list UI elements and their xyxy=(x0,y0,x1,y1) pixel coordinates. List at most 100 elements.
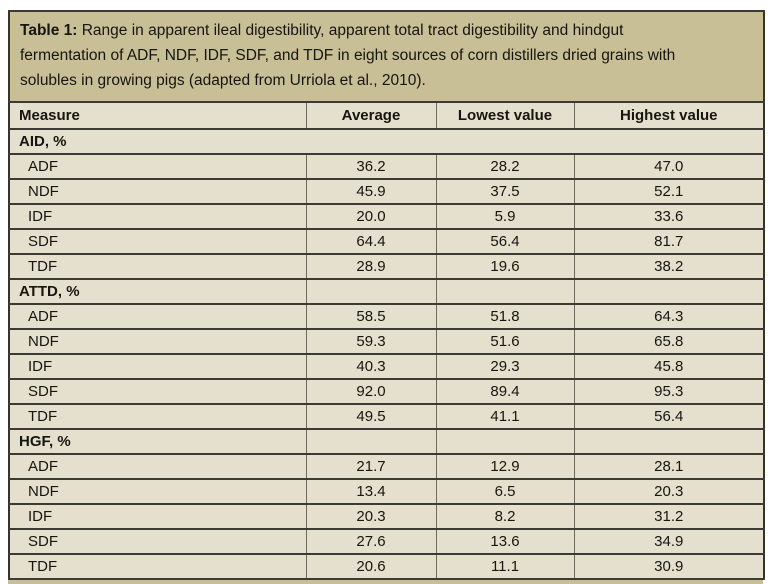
highest-cell: 30.9 xyxy=(573,553,765,580)
measure-cell: SDF xyxy=(8,228,307,255)
section-header-row-hgf: HGF, % xyxy=(8,428,765,455)
lowest-cell: 89.4 xyxy=(435,378,575,405)
measure-cell: ADF xyxy=(8,303,307,330)
column-header-measure: Measure xyxy=(8,101,307,130)
highest-cell: 34.9 xyxy=(573,528,765,555)
caption-line-3: solubles in growing pigs (adapted from U… xyxy=(20,72,426,89)
digestibility-table: Table 1: Range in apparent ileal digesti… xyxy=(8,10,766,580)
average-cell: 20.6 xyxy=(305,553,437,580)
highest-cell: 28.1 xyxy=(573,453,765,480)
lowest-cell: 51.8 xyxy=(435,303,575,330)
average-cell: 40.3 xyxy=(305,353,437,380)
highest-cell: 56.4 xyxy=(573,403,765,430)
lowest-cell: 6.5 xyxy=(435,478,575,505)
lowest-cell: 28.2 xyxy=(435,153,575,180)
caption-row: Table 1: Range in apparent ileal digesti… xyxy=(8,10,765,103)
empty-cell xyxy=(573,428,765,455)
lowest-cell: 13.6 xyxy=(435,528,575,555)
section-header-aid: AID, % xyxy=(8,128,765,155)
average-cell: 20.3 xyxy=(305,503,437,530)
section-header-row-attd: ATTD, % xyxy=(8,278,765,305)
measure-cell: NDF xyxy=(8,478,307,505)
measure-cell: ADF xyxy=(8,453,307,480)
highest-cell: 65.8 xyxy=(573,328,765,355)
average-cell: 92.0 xyxy=(305,378,437,405)
column-header-highest: Highest value xyxy=(573,101,765,130)
average-cell: 27.6 xyxy=(305,528,437,555)
average-cell: 59.3 xyxy=(305,328,437,355)
average-cell: 49.5 xyxy=(305,403,437,430)
highest-cell: 38.2 xyxy=(573,253,765,280)
lowest-cell: 51.6 xyxy=(435,328,575,355)
highest-cell: 33.6 xyxy=(573,203,765,230)
empty-cell xyxy=(305,428,437,455)
lowest-cell: 29.3 xyxy=(435,353,575,380)
measure-cell: IDF xyxy=(8,503,307,530)
average-cell: 45.9 xyxy=(305,178,437,205)
column-header-lowest: Lowest value xyxy=(435,101,575,130)
lowest-cell: 5.9 xyxy=(435,203,575,230)
lowest-cell: 56.4 xyxy=(435,228,575,255)
section-header-row-aid: AID, % xyxy=(8,128,765,155)
measure-cell: TDF xyxy=(8,403,307,430)
highest-cell: 47.0 xyxy=(573,153,765,180)
measure-cell: TDF xyxy=(8,253,307,280)
lowest-cell: 12.9 xyxy=(435,453,575,480)
highest-cell: 81.7 xyxy=(573,228,765,255)
empty-cell xyxy=(305,278,437,305)
section-header-attd: ATTD, % xyxy=(8,278,307,305)
measure-cell: SDF xyxy=(8,378,307,405)
highest-cell: 31.2 xyxy=(573,503,765,530)
table-row: TDF 20.6 11.1 30.9 xyxy=(8,553,765,580)
table-row: NDF 59.3 51.6 65.8 xyxy=(8,328,765,355)
table-row: SDF 64.4 56.4 81.7 xyxy=(8,228,765,255)
highest-cell: 95.3 xyxy=(573,378,765,405)
average-cell: 58.5 xyxy=(305,303,437,330)
table-row: TDF 28.9 19.6 38.2 xyxy=(8,253,765,280)
measure-cell: NDF xyxy=(8,178,307,205)
table-caption: Table 1: Range in apparent ileal digesti… xyxy=(8,10,765,103)
table-row: SDF 27.6 13.6 34.9 xyxy=(8,528,765,555)
table-container: Table 1: Range in apparent ileal digesti… xyxy=(8,10,766,584)
lowest-cell: 19.6 xyxy=(435,253,575,280)
average-cell: 20.0 xyxy=(305,203,437,230)
average-cell: 36.2 xyxy=(305,153,437,180)
measure-cell: IDF xyxy=(8,203,307,230)
table-row: ADF 21.7 12.9 28.1 xyxy=(8,453,765,480)
table-row: ADF 36.2 28.2 47.0 xyxy=(8,153,765,180)
table-row: SDF 92.0 89.4 95.3 xyxy=(8,378,765,405)
measure-cell: ADF xyxy=(8,153,307,180)
empty-cell xyxy=(435,428,575,455)
average-cell: 64.4 xyxy=(305,228,437,255)
table-row: NDF 45.9 37.5 52.1 xyxy=(8,178,765,205)
bottom-accent-strip xyxy=(8,580,763,584)
table-row: IDF 20.0 5.9 33.6 xyxy=(8,203,765,230)
highest-cell: 20.3 xyxy=(573,478,765,505)
table-row: TDF 49.5 41.1 56.4 xyxy=(8,403,765,430)
caption-text-1: Range in apparent ileal digestibility, a… xyxy=(77,22,624,39)
highest-cell: 45.8 xyxy=(573,353,765,380)
lowest-cell: 11.1 xyxy=(435,553,575,580)
average-cell: 13.4 xyxy=(305,478,437,505)
lowest-cell: 41.1 xyxy=(435,403,575,430)
header-row: Measure Average Lowest value Highest val… xyxy=(8,101,765,130)
caption-line-2: fermentation of ADF, NDF, IDF, SDF, and … xyxy=(20,47,676,64)
average-cell: 21.7 xyxy=(305,453,437,480)
column-header-average: Average xyxy=(305,101,437,130)
caption-label: Table 1: xyxy=(20,22,78,39)
caption-line-1: Table 1: Range in apparent ileal digesti… xyxy=(20,18,753,43)
section-header-hgf: HGF, % xyxy=(8,428,307,455)
table-row: ADF 58.5 51.8 64.3 xyxy=(8,303,765,330)
measure-cell: IDF xyxy=(8,353,307,380)
empty-cell xyxy=(435,278,575,305)
highest-cell: 52.1 xyxy=(573,178,765,205)
table-row: NDF 13.4 6.5 20.3 xyxy=(8,478,765,505)
average-cell: 28.9 xyxy=(305,253,437,280)
empty-cell xyxy=(573,278,765,305)
highest-cell: 64.3 xyxy=(573,303,765,330)
table-row: IDF 40.3 29.3 45.8 xyxy=(8,353,765,380)
lowest-cell: 37.5 xyxy=(435,178,575,205)
measure-cell: NDF xyxy=(8,328,307,355)
measure-cell: TDF xyxy=(8,553,307,580)
